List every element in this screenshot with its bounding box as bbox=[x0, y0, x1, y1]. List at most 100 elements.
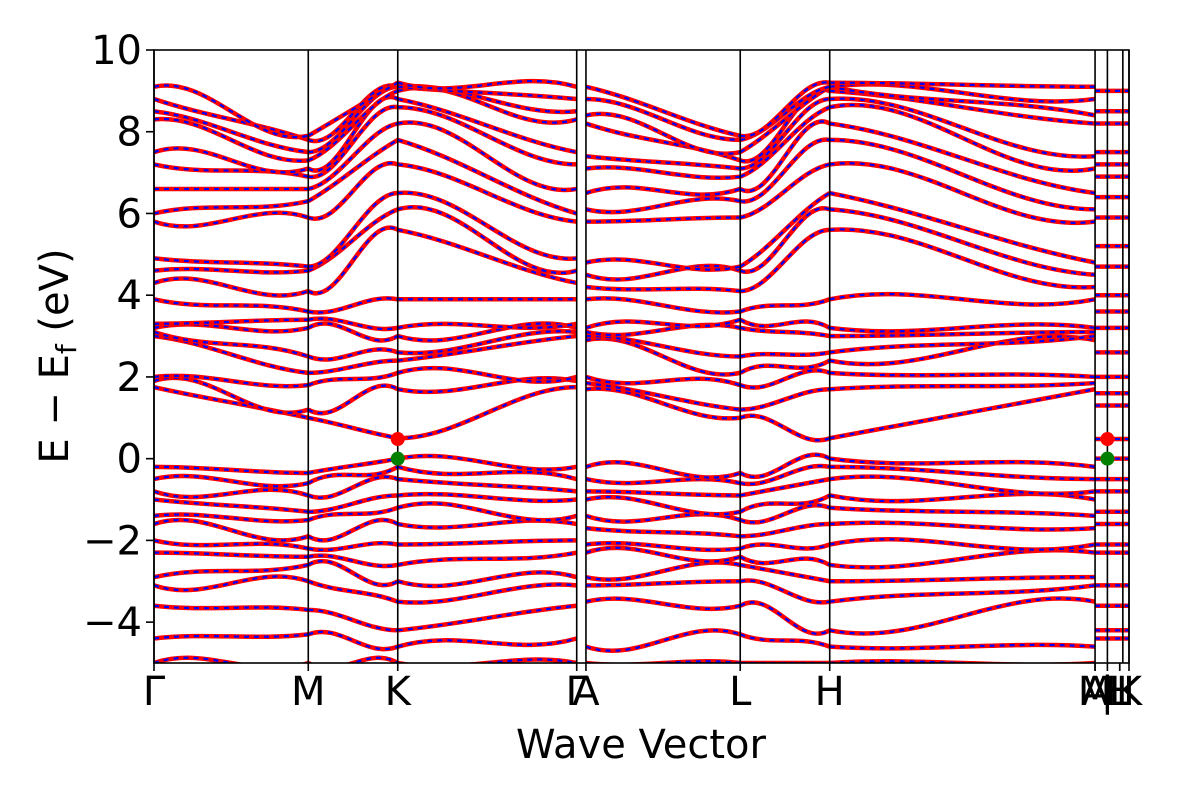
band-line bbox=[829, 506, 1096, 517]
band-line bbox=[307, 518, 399, 542]
band-line bbox=[154, 464, 309, 476]
band-line bbox=[397, 138, 578, 215]
x-tick-label: H bbox=[1105, 669, 1135, 715]
x-tick-label: M bbox=[291, 669, 326, 715]
band-line bbox=[585, 596, 741, 612]
band-line bbox=[739, 191, 831, 269]
band-line bbox=[585, 374, 741, 388]
band-line bbox=[397, 322, 577, 329]
band-line bbox=[829, 475, 1096, 495]
y-tick-label: 10 bbox=[91, 28, 142, 74]
band-line bbox=[307, 89, 399, 162]
band-line bbox=[154, 97, 309, 141]
band-line bbox=[585, 460, 741, 480]
y-tick-label: 2 bbox=[117, 355, 142, 401]
band-line bbox=[397, 120, 578, 193]
band-line bbox=[585, 476, 741, 486]
band-line bbox=[154, 497, 309, 515]
band-line bbox=[307, 580, 399, 603]
band-line bbox=[307, 322, 399, 342]
band-line bbox=[308, 656, 399, 663]
band-line bbox=[308, 416, 398, 440]
y-tick-label: 8 bbox=[117, 110, 142, 156]
band-line bbox=[829, 207, 1096, 278]
band-line bbox=[739, 192, 831, 268]
band-line bbox=[154, 276, 309, 298]
band-lines bbox=[154, 78, 1096, 663]
kpoint-divider-lines bbox=[153, 50, 1130, 663]
band-line bbox=[739, 106, 831, 178]
band-line bbox=[739, 578, 831, 605]
band-line bbox=[154, 256, 309, 269]
band-line bbox=[308, 542, 398, 551]
band-line bbox=[154, 562, 309, 580]
band-line bbox=[154, 266, 309, 275]
band-line bbox=[307, 475, 399, 499]
band-line bbox=[307, 84, 399, 143]
band-line bbox=[307, 347, 399, 362]
band-line bbox=[739, 85, 831, 154]
band-line bbox=[307, 384, 399, 415]
band-line bbox=[829, 584, 1096, 603]
band-line bbox=[739, 555, 831, 566]
band-line bbox=[585, 296, 741, 315]
vbm-marker-right bbox=[1100, 451, 1115, 466]
band-line bbox=[585, 525, 741, 539]
band-line bbox=[739, 453, 831, 479]
band-line bbox=[154, 210, 309, 229]
band-line bbox=[397, 97, 577, 154]
band-line bbox=[585, 284, 741, 294]
band-line bbox=[307, 81, 399, 137]
band-line bbox=[397, 330, 577, 355]
band-line bbox=[585, 489, 741, 498]
band-line bbox=[740, 81, 830, 138]
band-line bbox=[308, 494, 398, 513]
band-line bbox=[397, 604, 577, 632]
band-line bbox=[829, 538, 1096, 551]
band-line bbox=[397, 322, 578, 342]
band-line bbox=[829, 388, 1096, 440]
band-line bbox=[829, 334, 1096, 354]
band-line bbox=[829, 293, 1096, 306]
y-axis-ticks: −4 −2 0 2 4 6 8 10 bbox=[83, 28, 154, 646]
band-line bbox=[154, 84, 309, 139]
band-line bbox=[829, 521, 1096, 531]
band-line bbox=[739, 318, 831, 329]
band-line bbox=[740, 326, 830, 338]
band-line bbox=[397, 657, 578, 663]
band-line bbox=[154, 333, 309, 376]
x-axis-ticks: Γ M K ΓA L H AM|HLK bbox=[143, 663, 1144, 715]
band-line bbox=[739, 317, 831, 330]
band-line bbox=[829, 335, 1096, 366]
band-line bbox=[585, 659, 741, 663]
band-edge-markers bbox=[390, 432, 1115, 466]
band-line bbox=[740, 388, 830, 411]
band-line bbox=[308, 297, 398, 314]
band-line bbox=[740, 478, 830, 497]
x-tick-label: A bbox=[572, 669, 600, 715]
band-line bbox=[397, 550, 578, 568]
band-line bbox=[585, 112, 741, 155]
band-line bbox=[154, 574, 309, 593]
x-tick-label: Γ bbox=[143, 669, 166, 715]
band-line bbox=[307, 383, 399, 416]
band-line bbox=[154, 297, 309, 314]
x-tick-label: L bbox=[1109, 669, 1132, 715]
y-tick-label: 0 bbox=[117, 437, 142, 483]
band-line bbox=[397, 80, 578, 90]
band-line bbox=[308, 191, 398, 268]
x-tick-label: H bbox=[815, 669, 845, 715]
x-tick-label: | bbox=[1101, 669, 1114, 715]
band-line bbox=[308, 122, 398, 191]
band-line bbox=[307, 138, 399, 203]
plot-frame bbox=[153, 49, 1130, 664]
band-line bbox=[829, 643, 1096, 650]
band-line bbox=[829, 660, 1096, 663]
band-line bbox=[739, 543, 831, 550]
band-line bbox=[740, 521, 830, 539]
band-line bbox=[585, 185, 741, 197]
band-line bbox=[829, 161, 1096, 226]
band-line bbox=[740, 228, 830, 293]
band-line bbox=[829, 102, 1096, 173]
